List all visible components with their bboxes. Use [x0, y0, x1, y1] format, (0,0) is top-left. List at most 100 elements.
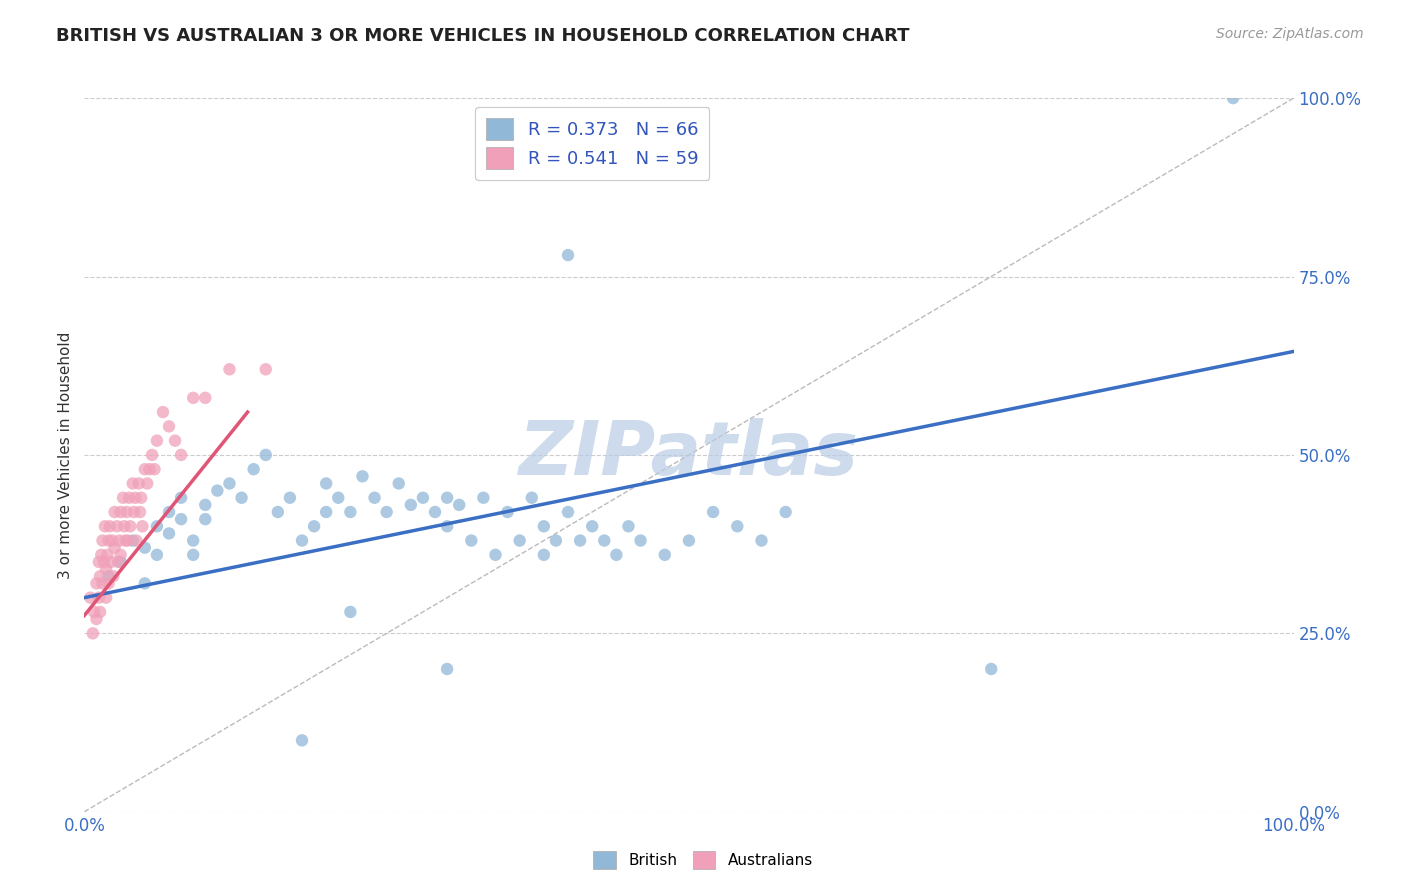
Point	[1222, 91, 1244, 105]
Point	[605, 548, 627, 562]
Point	[146, 434, 169, 448]
Point	[581, 519, 603, 533]
Point	[449, 498, 471, 512]
Point	[509, 533, 531, 548]
Point	[96, 548, 118, 562]
Point	[129, 505, 152, 519]
Point	[170, 491, 193, 505]
Point	[533, 548, 555, 562]
Point	[138, 462, 160, 476]
Point	[751, 533, 773, 548]
Point	[181, 533, 204, 548]
Point	[97, 576, 120, 591]
Point	[83, 605, 105, 619]
Point	[94, 562, 117, 576]
Point	[291, 733, 314, 747]
Point	[89, 569, 111, 583]
Point	[302, 519, 325, 533]
Point	[91, 533, 114, 548]
Point	[617, 519, 640, 533]
Point	[593, 533, 616, 548]
Point	[388, 476, 411, 491]
Point	[87, 591, 110, 605]
Point	[118, 491, 141, 505]
Point	[242, 462, 264, 476]
Point	[157, 505, 180, 519]
Point	[291, 533, 314, 548]
Point	[328, 491, 350, 505]
Point	[105, 519, 128, 533]
Point	[134, 541, 156, 555]
Point	[134, 576, 156, 591]
Point	[775, 505, 797, 519]
Point	[339, 505, 361, 519]
Point	[136, 476, 159, 491]
Point	[533, 519, 555, 533]
Point	[121, 476, 143, 491]
Point	[114, 533, 136, 548]
Point	[129, 491, 152, 505]
Point	[146, 519, 169, 533]
Point	[152, 405, 174, 419]
Point	[100, 555, 122, 569]
Point	[112, 491, 135, 505]
Point	[423, 505, 446, 519]
Point	[91, 576, 114, 591]
Point	[157, 419, 180, 434]
Point	[218, 362, 240, 376]
Point	[170, 448, 193, 462]
Point	[399, 498, 422, 512]
Point	[231, 491, 253, 505]
Point	[654, 548, 676, 562]
Point	[97, 569, 120, 583]
Point	[181, 391, 204, 405]
Point	[315, 476, 337, 491]
Point	[725, 519, 748, 533]
Y-axis label: 3 or more Vehicles in Household: 3 or more Vehicles in Household	[58, 331, 73, 579]
Point	[218, 476, 240, 491]
Point	[110, 555, 132, 569]
Point	[181, 548, 204, 562]
Point	[472, 491, 495, 505]
Point	[412, 491, 434, 505]
Point	[108, 533, 131, 548]
Point	[104, 505, 127, 519]
Point	[143, 462, 166, 476]
Point	[278, 491, 301, 505]
Point	[122, 505, 145, 519]
Point	[86, 576, 108, 591]
Point	[436, 519, 458, 533]
Point	[110, 548, 132, 562]
Point	[82, 626, 104, 640]
Point	[124, 491, 146, 505]
Point	[375, 505, 398, 519]
Point	[94, 591, 117, 605]
Point	[134, 462, 156, 476]
Point	[436, 491, 458, 505]
Point	[89, 605, 111, 619]
Point	[254, 448, 277, 462]
Point	[90, 548, 112, 562]
Point	[194, 391, 217, 405]
Point	[98, 519, 121, 533]
Text: ZIPatlas: ZIPatlas	[519, 418, 859, 491]
Point	[557, 248, 579, 262]
Point	[702, 505, 724, 519]
Point	[97, 533, 120, 548]
Legend: R = 0.373   N = 66, R = 0.541   N = 59: R = 0.373 N = 66, R = 0.541 N = 59	[475, 107, 709, 180]
Point	[520, 491, 543, 505]
Point	[363, 491, 385, 505]
Point	[141, 448, 163, 462]
Point	[103, 569, 125, 583]
Point	[254, 362, 277, 376]
Point	[170, 512, 193, 526]
Point	[120, 519, 142, 533]
Point	[460, 533, 482, 548]
Point	[352, 469, 374, 483]
Point	[557, 505, 579, 519]
Point	[980, 662, 1002, 676]
Point	[267, 505, 290, 519]
Point	[107, 555, 129, 569]
Point	[104, 541, 127, 555]
Point	[87, 555, 110, 569]
